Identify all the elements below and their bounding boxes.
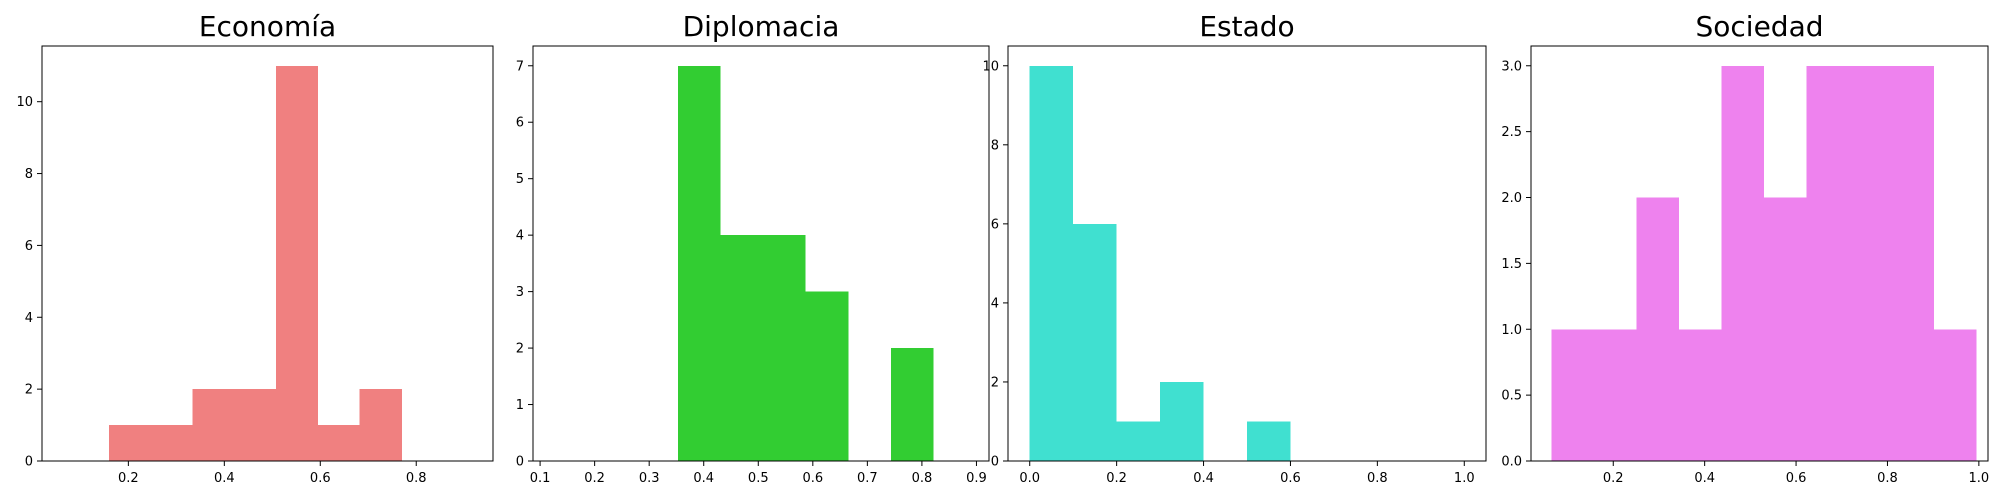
y-tick-label: 1 [516,398,524,413]
x-tick-label: 0.8 [1367,471,1388,486]
y-tick-label: 6 [516,116,524,131]
x-tick-label: 0.6 [802,471,823,486]
y-tick-label: 6 [991,217,999,232]
x-tick-label: 0.6 [1280,471,1301,486]
histogram-bar [1029,65,1074,461]
panel-estado: Estado 0.0 0.2 0.4 0.6 0.8 1.0 0 2 4 6 8 10 [982,10,1487,486]
histogram-bar [234,389,277,461]
x-tick-label: 0.8 [1877,471,1898,486]
x-tick-label: 0.3 [639,471,660,486]
x-tick-label: 0.9 [966,471,987,486]
histogram-bar [678,65,721,461]
y-tick-label: 1.5 [1501,257,1522,272]
histogram-bar [1073,223,1117,461]
chart-title: Estado [1199,10,1294,43]
x-tick-label: 0.7 [857,471,878,486]
histogram-bar [1764,197,1807,461]
chart-title: Economía [199,10,336,43]
y-tick-label: 2 [516,342,524,357]
y-tick-label: 2.5 [1501,125,1522,140]
histogram-bar [1891,65,1935,461]
y-tick-label: 8 [25,167,33,182]
histogram-bar [1849,65,1892,461]
histogram-bar [1247,421,1291,461]
x-tick-label: 0.8 [912,471,933,486]
y-tick-label: 2.0 [1501,191,1522,206]
y-tick-label: 4 [25,311,33,326]
panel-sociedad: Sociedad 0.2 0.4 0.6 0.8 1.0 0.0 0.5 1.0 1.5 2.0 2… [1501,10,1989,486]
histogram-bar [317,425,360,461]
histogram-bar [109,425,151,461]
panel-diplomacia: Diplomacia 0.1 0.2 0.3 0.4 0.5 0.6 0.7 0.8 0.9 0 1… [516,10,990,486]
histogram-bar [1934,329,1977,461]
axes-frame [41,45,494,462]
x-tick-label: 0.5 [748,471,769,486]
x-tick-label: 0.0 [1019,471,1040,486]
histogram-bar [1594,329,1637,461]
y-tick-label: 4 [516,229,524,244]
histogram-bar [1160,381,1204,461]
y-tick-label: 1.0 [1501,323,1522,338]
panel-economia: Economía 0.2 0.4 0.6 0.8 0 2 4 6 8 10 [16,10,494,486]
x-tick-label: 0.4 [1694,471,1715,486]
histogram-bar [1551,329,1595,461]
histogram-bar [805,291,849,461]
histogram-bar [1636,197,1680,461]
histogram-bar [276,65,318,461]
y-tick-label: 0 [516,455,524,470]
x-tick-label: 0.4 [1193,471,1214,486]
histogram-bar [359,389,402,461]
y-tick-label: 0.5 [1501,389,1522,404]
y-tick-label: 6 [25,239,33,254]
axes-frame [532,45,990,462]
histogram-bar [192,389,235,461]
y-tick-label: 3 [516,285,524,300]
histogram-bar [890,348,934,461]
histogram-bar [150,425,193,461]
chart-title: Diplomacia [683,10,840,43]
y-tick-label: 3.0 [1501,59,1522,74]
histogram-bar [763,235,806,461]
x-tick-label: 0.2 [118,471,139,486]
x-tick-label: 0.8 [406,471,427,486]
x-tick-label: 1.0 [1969,471,1990,486]
x-tick-label: 0.2 [1603,471,1624,486]
histogram-bar [720,235,764,461]
x-tick-label: 0.6 [1786,471,1807,486]
y-tick-label: 7 [516,59,524,74]
y-tick-label: 10 [16,95,33,110]
x-tick-label: 0.6 [310,471,331,486]
axes-frame [1007,45,1487,462]
y-tick-label: 2 [991,375,999,390]
histogram-bar [1679,329,1722,461]
x-tick-label: 0.1 [530,471,551,486]
y-tick-label: 4 [991,296,999,311]
histogram-bar [1721,65,1765,461]
y-tick-label: 0.0 [1501,455,1522,470]
x-tick-label: 0.4 [214,471,235,486]
y-tick-label: 8 [991,138,999,153]
x-tick-label: 0.2 [584,471,605,486]
y-tick-label: 0 [25,455,33,470]
histogram-bar [1806,65,1850,461]
histogram-bar [1116,421,1161,461]
y-tick-label: 0 [991,455,999,470]
y-tick-label: 2 [25,383,33,398]
y-tick-label: 10 [982,59,999,74]
x-tick-label: 0.4 [693,471,714,486]
x-tick-label: 0.2 [1106,471,1127,486]
chart-title: Sociedad [1695,10,1823,43]
y-tick-label: 5 [516,172,524,187]
axes-frame [1530,45,1989,462]
x-tick-label: 1.0 [1454,471,1475,486]
